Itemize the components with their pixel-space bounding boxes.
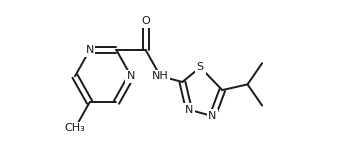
Text: S: S: [197, 62, 204, 72]
Text: O: O: [141, 16, 150, 26]
Text: CH₃: CH₃: [65, 123, 86, 133]
Text: NH: NH: [152, 71, 169, 81]
Text: N: N: [208, 111, 217, 121]
Text: N: N: [185, 105, 193, 115]
Text: N: N: [127, 71, 135, 81]
Text: N: N: [86, 45, 94, 55]
